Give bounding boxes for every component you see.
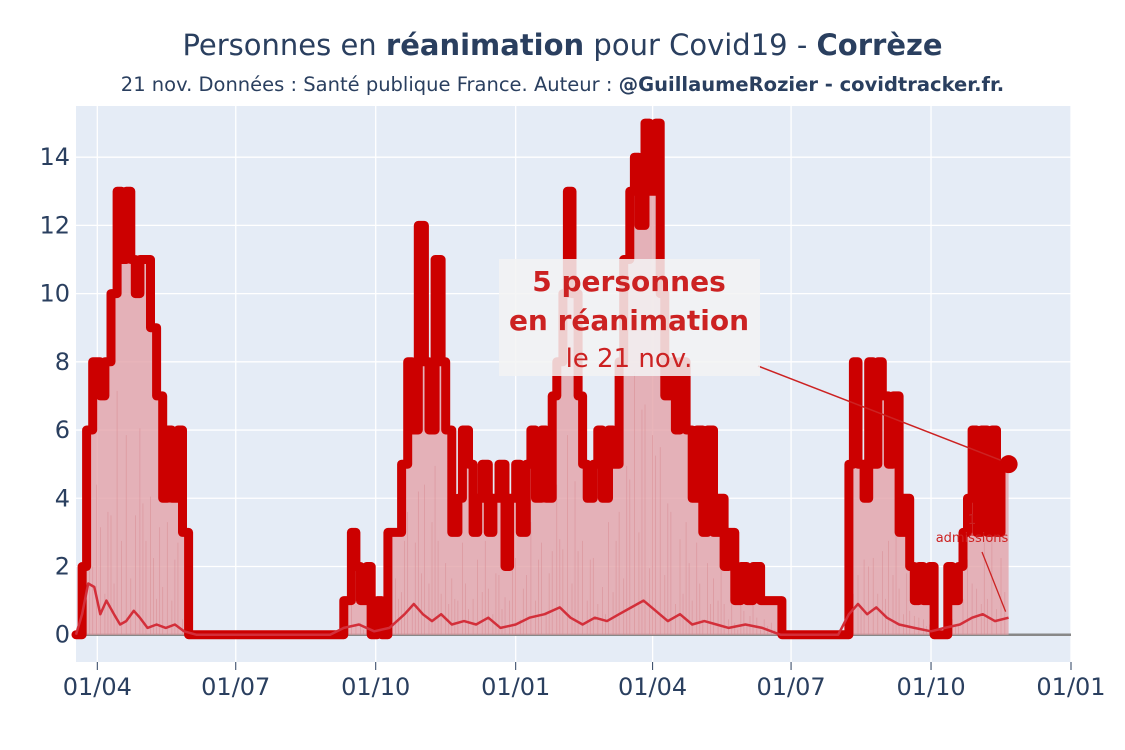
x-tick-label: 01/04 — [618, 673, 687, 701]
title-part: Corrèze — [816, 28, 943, 62]
title-part: pour Covid19 - — [584, 28, 817, 62]
title-part: réanimation — [385, 28, 585, 62]
chart-title: Personnes en réanimation pour Covid19 - … — [0, 28, 1125, 62]
annotation-box — [499, 259, 760, 376]
last-point-marker — [999, 455, 1018, 474]
x-tick-label: 01/07 — [756, 673, 825, 701]
y-tick-label: 2 — [55, 552, 70, 580]
annotation-line-2: en réanimation — [509, 304, 749, 337]
admissions-layer — [74, 582, 1009, 636]
y-tick-label: 8 — [55, 348, 70, 376]
x-tick-label: 01/01 — [481, 673, 550, 701]
reanimation-line — [71, 118, 1014, 640]
area-layer — [76, 123, 1009, 635]
subtitle-part: @GuillaumeRozier - covidtracker.fr. — [618, 73, 1005, 96]
y-tick-label: 10 — [39, 280, 70, 308]
x-tick-label: 01/10 — [896, 673, 965, 701]
x-tick-label: 01/07 — [201, 673, 270, 701]
title-part: Personnes en — [182, 28, 386, 62]
x-tick-label: 01/01 — [1036, 673, 1105, 701]
reanimation-area — [76, 123, 1009, 635]
y-axis: 0 2 4 6 8 10 12 14 — [39, 143, 70, 649]
admissions-label-1: 1 — [968, 513, 976, 528]
annotation-layer: 5 personnes en réanimation le 21 nov. 1 admi… — [499, 259, 1009, 612]
admissions-arrow — [981, 551, 1007, 612]
annotation-arrow — [757, 365, 1001, 461]
y-tick-label: 14 — [39, 143, 70, 171]
y-tick-label: 12 — [39, 211, 70, 239]
y-tick-label: 6 — [55, 416, 70, 444]
x-tick-label: 01/10 — [341, 673, 410, 701]
main-line-layer — [71, 118, 1018, 640]
y-tick-label: 0 — [55, 621, 70, 649]
chart-subtitle: 21 nov. Données : Santé publique France.… — [0, 73, 1125, 96]
admissions-label-2: admissions — [936, 531, 1009, 546]
y-tick-label: 4 — [55, 484, 70, 512]
annotation-line-3: le 21 nov. — [566, 344, 693, 374]
admissions-line — [74, 582, 1009, 636]
annotation-line-1: 5 personnes — [532, 265, 726, 298]
subtitle-part: 21 nov. Données : Santé publique France.… — [120, 73, 619, 96]
x-tick-label: 01/04 — [63, 673, 132, 701]
x-axis: 01/04 01/07 01/10 01/01 01/04 01/07 01/10 01/01 — [63, 662, 1106, 701]
